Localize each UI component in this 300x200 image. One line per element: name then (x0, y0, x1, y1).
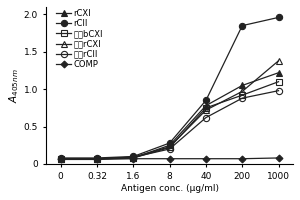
变性rCII (168, 148, 171, 150)
变性rCII (59, 158, 62, 160)
变性rCXI (240, 90, 244, 93)
rCII (95, 157, 99, 159)
rCII (277, 16, 280, 19)
Line: COMP: COMP (58, 156, 281, 162)
变性rCXI (204, 109, 208, 111)
X-axis label: Antigen conc. (μg/ml): Antigen conc. (μg/ml) (121, 184, 219, 193)
Line: rCII: rCII (58, 14, 282, 161)
rCXI (131, 157, 135, 159)
变性bCXI (59, 158, 62, 160)
变性bCXI (168, 146, 171, 149)
变性rCII (240, 97, 244, 99)
Line: 变性rCXI: 变性rCXI (58, 58, 282, 162)
变性rCXI (95, 158, 99, 160)
变性rCXI (59, 158, 62, 160)
Y-axis label: $A_{405nm}$: $A_{405nm}$ (7, 68, 21, 103)
COMP (204, 158, 208, 160)
COMP (168, 158, 171, 160)
变性rCII (204, 116, 208, 119)
变性rCII (131, 156, 135, 158)
rCII (204, 99, 208, 102)
rCII (240, 24, 244, 27)
变性rCII (277, 89, 280, 92)
rCXI (277, 72, 280, 74)
rCII (59, 157, 62, 159)
变性bCXI (131, 157, 135, 159)
变性rCII (95, 158, 99, 160)
变性bCXI (277, 81, 280, 83)
COMP (131, 158, 135, 160)
变性rCXI (277, 60, 280, 62)
变性rCXI (131, 156, 135, 158)
rCXI (168, 144, 171, 146)
COMP (95, 158, 99, 161)
rCXI (240, 84, 244, 87)
变性bCXI (95, 158, 99, 160)
变性bCXI (204, 107, 208, 109)
Line: 变性rCII: 变性rCII (58, 88, 282, 162)
COMP (59, 158, 62, 161)
变性rCXI (168, 146, 171, 148)
Legend: rCXI, rCII, 变性bCXI, 变性rCXI, 变性rCII, COMP: rCXI, rCII, 变性bCXI, 变性rCXI, 变性rCII, COMP (55, 8, 104, 70)
rCII (168, 142, 171, 144)
Line: 变性bCXI: 变性bCXI (58, 79, 282, 162)
rCXI (204, 104, 208, 107)
rCII (131, 155, 135, 158)
变性bCXI (240, 94, 244, 96)
Line: rCXI: rCXI (58, 70, 282, 162)
COMP (277, 157, 280, 159)
COMP (240, 158, 244, 160)
rCXI (95, 158, 99, 160)
rCXI (59, 158, 62, 160)
